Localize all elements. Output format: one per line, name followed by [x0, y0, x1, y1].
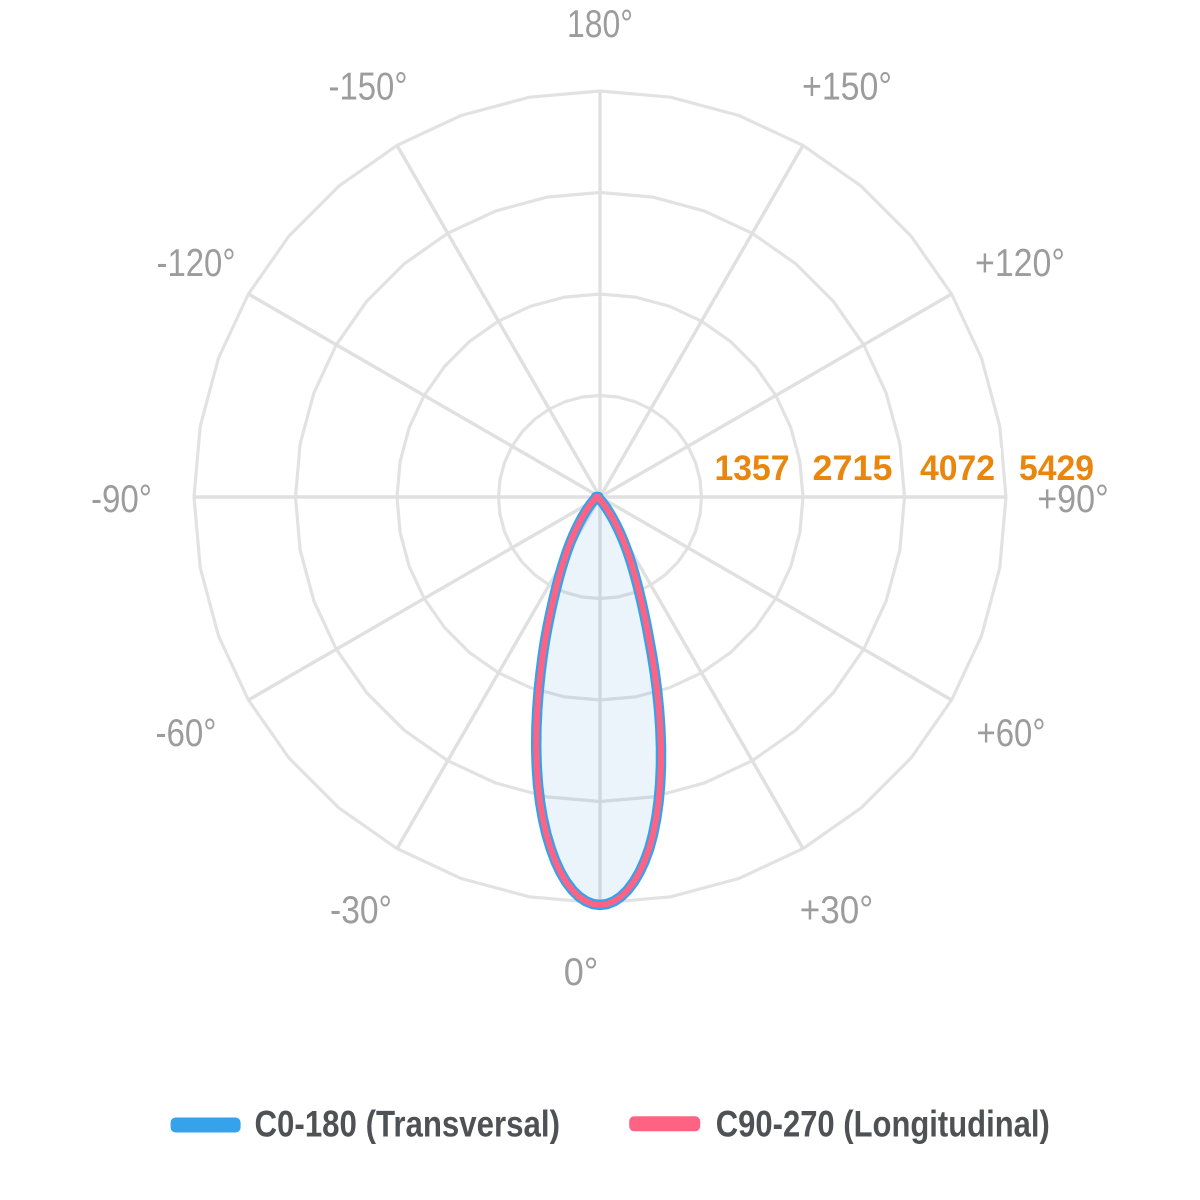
- svg-text:C90-270 (Longitudinal): C90-270 (Longitudinal): [716, 1104, 1050, 1145]
- svg-text:-120°: -120°: [157, 242, 236, 285]
- svg-text:-30°: -30°: [330, 889, 392, 932]
- svg-text:+60°: +60°: [977, 712, 1046, 755]
- svg-text:-60°: -60°: [156, 712, 217, 755]
- svg-text:+30°: +30°: [800, 889, 874, 932]
- svg-text:0°: 0°: [564, 951, 599, 994]
- svg-text:-90°: -90°: [91, 478, 152, 521]
- svg-text:4072: 4072: [920, 449, 995, 488]
- svg-text:2715: 2715: [813, 449, 893, 488]
- svg-text:-150°: -150°: [329, 66, 408, 109]
- svg-text:+90°: +90°: [1037, 478, 1109, 521]
- svg-text:180°: 180°: [567, 3, 633, 46]
- svg-text:+120°: +120°: [975, 242, 1065, 285]
- svg-text:+150°: +150°: [802, 66, 892, 109]
- svg-text:5429: 5429: [1019, 449, 1094, 488]
- svg-text:1357: 1357: [715, 449, 790, 488]
- svg-text:C0-180 (Transversal): C0-180 (Transversal): [255, 1104, 561, 1145]
